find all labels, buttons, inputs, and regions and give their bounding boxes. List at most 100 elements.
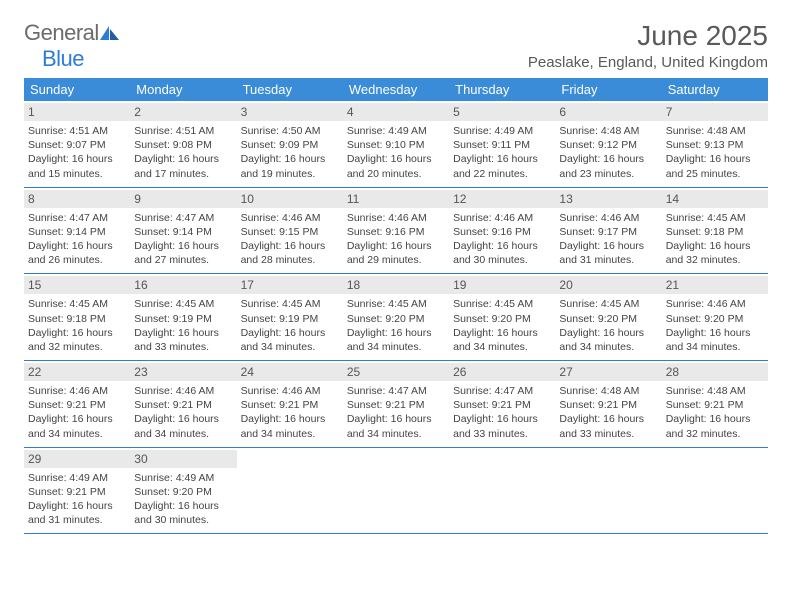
day-number: 26 (449, 363, 555, 381)
sunset-line: Sunset: 9:15 PM (241, 225, 339, 239)
day-cell: 24Sunrise: 4:46 AMSunset: 9:21 PMDayligh… (237, 361, 343, 447)
location: Peaslake, England, United Kingdom (528, 54, 768, 71)
sunset-line: Sunset: 9:19 PM (134, 312, 232, 326)
day-number: 11 (343, 190, 449, 208)
day-cell: 26Sunrise: 4:47 AMSunset: 9:21 PMDayligh… (449, 361, 555, 447)
week-row: 1Sunrise: 4:51 AMSunset: 9:07 PMDaylight… (24, 101, 768, 188)
sunrise-line: Sunrise: 4:45 AM (28, 297, 126, 311)
day-cell: 10 Sunrise: 4:46 AMSunset: 9:15 PMDayligh… (237, 188, 343, 274)
day-details: Sunrise: 4:45 AMSunset: 9:20 PMDaylight:… (347, 297, 445, 354)
day-cell: 30Sunrise: 4:49 AMSunset: 9:20 PMDayligh… (130, 448, 236, 534)
day-number: 1 (24, 103, 130, 121)
day-cell: 22 Sunrise: 4:46 AMSunset: 9:21 PMDayligh… (24, 361, 130, 447)
sunset-line: Sunset: 9:20 PM (347, 312, 445, 326)
sunset-line: Sunset: 9:10 PM (347, 138, 445, 152)
day-cell: . (343, 448, 449, 534)
day-details: Sunrise: 4:51 AMSunset: 9:08 PMDaylight:… (134, 124, 232, 181)
day-cell: 27Sunrise: 4:48 AMSunset: 9:21 PMDayligh… (555, 361, 661, 447)
sunset-line: Sunset: 9:12 PM (559, 138, 657, 152)
daylight-line: Daylight: 16 hours and 30 minutes. (453, 239, 551, 267)
sunrise-line: Sunrise: 4:49 AM (28, 471, 126, 485)
day-cell: 11Sunrise: 4:46 AMSunset: 9:16 PMDayligh… (343, 188, 449, 274)
day-details: Sunrise: 4:49 AMSunset: 9:11 PMDaylight:… (453, 124, 551, 181)
sunrise-line: Sunrise: 4:45 AM (241, 297, 339, 311)
sunset-line: Sunset: 9:07 PM (28, 138, 126, 152)
daylight-line: Daylight: 16 hours and 15 minutes. (28, 152, 126, 180)
sunrise-line: Sunrise: 4:49 AM (453, 124, 551, 138)
day-details: Sunrise: 4:45 AMSunset: 9:19 PMDaylight:… (241, 297, 339, 354)
day-number: 19 (449, 276, 555, 294)
sunset-line: Sunset: 9:16 PM (347, 225, 445, 239)
day-number: 6 (555, 103, 661, 121)
weekday-tuesday: Tuesday (237, 78, 343, 101)
sunrise-line: Sunrise: 4:48 AM (559, 124, 657, 138)
week-row: 8Sunrise: 4:47 AMSunset: 9:14 PMDaylight… (24, 188, 768, 275)
day-cell: 14Sunrise: 4:45 AMSunset: 9:18 PMDayligh… (662, 188, 768, 274)
day-details: Sunrise: 4:47 AMSunset: 9:14 PMDaylight:… (28, 211, 126, 268)
day-cell: 15Sunrise: 4:45 AMSunset: 9:18 PMDayligh… (24, 274, 130, 360)
day-number: 18 (343, 276, 449, 294)
weekday-monday: Monday (130, 78, 236, 101)
week-row: 29Sunrise: 4:49 AMSunset: 9:21 PMDayligh… (24, 448, 768, 535)
logo-general: General (24, 20, 99, 45)
day-number: 9 (130, 190, 236, 208)
day-details: Sunrise: 4:46 AMSunset: 9:16 PMDaylight:… (453, 211, 551, 268)
day-details: Sunrise: 4:47 AMSunset: 9:21 PMDaylight:… (347, 384, 445, 441)
weekday-saturday: Saturday (662, 78, 768, 101)
sunrise-line: Sunrise: 4:46 AM (347, 211, 445, 225)
day-cell: . (555, 448, 661, 534)
week-row: 15Sunrise: 4:45 AMSunset: 9:18 PMDayligh… (24, 274, 768, 361)
sunrise-line: Sunrise: 4:45 AM (347, 297, 445, 311)
weekday-wednesday: Wednesday (343, 78, 449, 101)
day-number: 10 (237, 190, 343, 208)
daylight-line: Daylight: 16 hours and 28 minutes. (241, 239, 339, 267)
day-cell: 6 Sunrise: 4:48 AMSunset: 9:12 PMDaylight… (555, 101, 661, 187)
sunrise-line: Sunrise: 4:51 AM (134, 124, 232, 138)
day-number: 22 (24, 363, 130, 381)
sunrise-line: Sunrise: 4:47 AM (453, 384, 551, 398)
day-details: Sunrise: 4:49 AMSunset: 9:21 PMDaylight:… (28, 471, 126, 528)
sunset-line: Sunset: 9:20 PM (453, 312, 551, 326)
daylight-line: Daylight: 16 hours and 31 minutes. (559, 239, 657, 267)
day-cell: 25Sunrise: 4:47 AMSunset: 9:21 PMDayligh… (343, 361, 449, 447)
daylight-line: Daylight: 16 hours and 26 minutes. (28, 239, 126, 267)
logo-blue: Blue (42, 46, 84, 71)
weekday-sunday: Sunday (24, 78, 130, 101)
day-details: Sunrise: 4:45 AMSunset: 9:20 PMDaylight:… (453, 297, 551, 354)
daylight-line: Daylight: 16 hours and 22 minutes. (453, 152, 551, 180)
sunset-line: Sunset: 9:20 PM (559, 312, 657, 326)
day-details: Sunrise: 4:50 AMSunset: 9:09 PMDaylight:… (241, 124, 339, 181)
day-cell: . (662, 448, 768, 534)
day-number: 7 (662, 103, 768, 121)
sunrise-line: Sunrise: 4:46 AM (559, 211, 657, 225)
day-details: Sunrise: 4:46 AMSunset: 9:17 PMDaylight:… (559, 211, 657, 268)
weekday-header: SundayMondayTuesdayWednesdayThursdayFrid… (24, 78, 768, 101)
header: General Blue June 2025 Peaslake, England… (24, 20, 768, 72)
sunrise-line: Sunrise: 4:46 AM (666, 297, 764, 311)
logo-text-block: General Blue (24, 20, 120, 72)
day-cell: 9Sunrise: 4:47 AMSunset: 9:14 PMDaylight… (130, 188, 236, 274)
calendar: SundayMondayTuesdayWednesdayThursdayFrid… (24, 78, 768, 534)
sunset-line: Sunset: 9:18 PM (28, 312, 126, 326)
sunset-line: Sunset: 9:14 PM (28, 225, 126, 239)
sunrise-line: Sunrise: 4:47 AM (134, 211, 232, 225)
daylight-line: Daylight: 16 hours and 34 minutes. (347, 326, 445, 354)
day-number: 21 (662, 276, 768, 294)
sunset-line: Sunset: 9:16 PM (453, 225, 551, 239)
sunrise-line: Sunrise: 4:48 AM (559, 384, 657, 398)
sunrise-line: Sunrise: 4:46 AM (241, 384, 339, 398)
day-details: Sunrise: 4:45 AMSunset: 9:18 PMDaylight:… (666, 211, 764, 268)
daylight-line: Daylight: 16 hours and 32 minutes. (666, 239, 764, 267)
daylight-line: Daylight: 16 hours and 31 minutes. (28, 499, 126, 527)
daylight-line: Daylight: 16 hours and 25 minutes. (666, 152, 764, 180)
day-details: Sunrise: 4:46 AMSunset: 9:21 PMDaylight:… (28, 384, 126, 441)
title-block: June 2025 Peaslake, England, United King… (528, 20, 768, 71)
sunrise-line: Sunrise: 4:46 AM (241, 211, 339, 225)
day-number: 12 (449, 190, 555, 208)
day-details: Sunrise: 4:48 AMSunset: 9:21 PMDaylight:… (559, 384, 657, 441)
day-cell: 28Sunrise: 4:48 AMSunset: 9:21 PMDayligh… (662, 361, 768, 447)
day-number: 23 (130, 363, 236, 381)
day-cell: 13Sunrise: 4:46 AMSunset: 9:17 PMDayligh… (555, 188, 661, 274)
daylight-line: Daylight: 16 hours and 34 minutes. (241, 412, 339, 440)
daylight-line: Daylight: 16 hours and 23 minutes. (559, 152, 657, 180)
